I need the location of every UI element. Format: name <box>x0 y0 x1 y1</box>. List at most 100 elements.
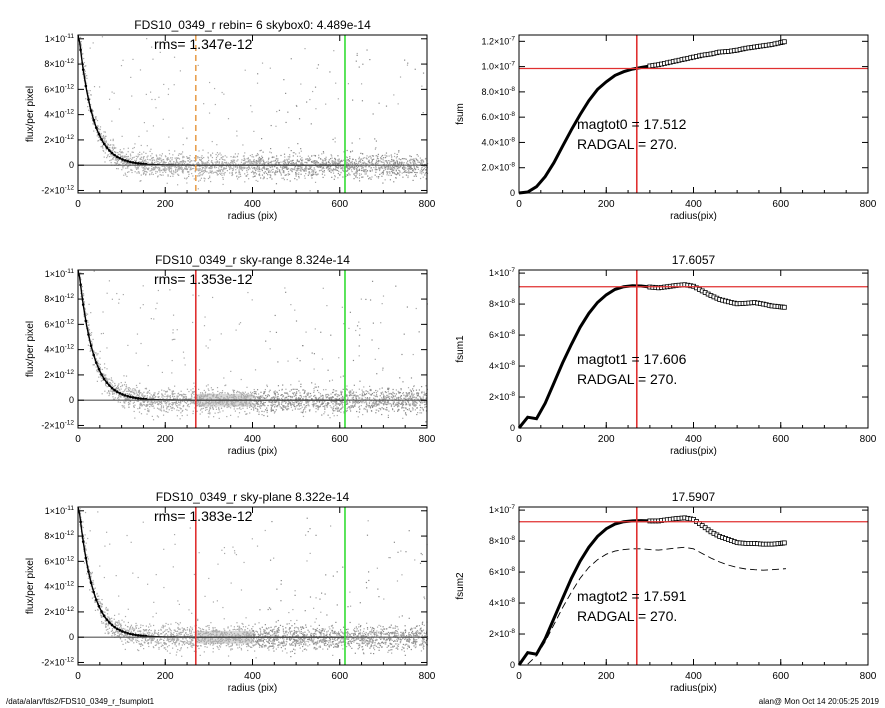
scatter-point <box>242 404 244 406</box>
scatter-point <box>363 395 365 397</box>
scatter-point <box>221 161 223 163</box>
scatter-point <box>121 385 123 387</box>
scatter-point <box>121 169 123 171</box>
scatter-point <box>146 156 148 158</box>
scatter-point <box>320 331 322 333</box>
scatter-point <box>167 93 169 96</box>
scatter-point <box>113 92 115 94</box>
scatter-point <box>261 168 263 170</box>
scatter-point <box>153 395 155 397</box>
scatter-point <box>411 393 413 395</box>
scatter-point <box>181 170 183 172</box>
scatter-point <box>393 161 395 163</box>
scatter-point <box>322 159 324 161</box>
scatter-point <box>258 162 261 165</box>
scatter-point <box>217 160 219 162</box>
scatter-point <box>391 165 394 167</box>
scatter-point <box>405 394 407 396</box>
scatter-point <box>271 171 274 173</box>
scatter-point <box>90 104 92 106</box>
scatter-point <box>305 169 307 171</box>
scatter-point <box>174 403 177 405</box>
scatter-point <box>230 166 232 168</box>
scatter-point <box>168 169 170 172</box>
scatter-point <box>280 166 282 168</box>
scatter-point <box>178 168 180 170</box>
scatter-point <box>134 159 136 161</box>
scatter-point <box>203 395 205 398</box>
scatter-point <box>309 157 311 159</box>
scatter-point <box>159 51 161 53</box>
scatter-point <box>300 383 302 385</box>
scatter-point <box>285 163 287 165</box>
scatter-point <box>314 171 317 174</box>
scatter-point <box>222 183 224 186</box>
scatter-point <box>146 396 148 398</box>
scatter-point <box>179 404 181 406</box>
scatter-point <box>319 393 322 395</box>
scatter-point <box>383 167 385 169</box>
scatter-point <box>338 394 341 397</box>
scatter-point <box>283 179 285 181</box>
scatter-point <box>395 404 397 406</box>
scatter-point <box>341 404 344 406</box>
scatter-point <box>214 402 216 404</box>
scatter-point <box>217 163 219 166</box>
scatter-point <box>200 408 203 410</box>
scatter-point <box>101 368 103 371</box>
scatter-point <box>117 401 119 403</box>
scatter-point <box>360 152 362 154</box>
scatter-point <box>313 170 315 172</box>
scatter-point <box>170 170 173 172</box>
scatter-point <box>385 105 388 107</box>
scatter-point <box>238 391 240 393</box>
scatter-point <box>425 394 427 397</box>
scatter-point <box>358 158 360 160</box>
scatter-point <box>304 161 306 163</box>
scatter-point <box>262 403 265 405</box>
scatter-point <box>248 166 250 168</box>
scatter-point <box>83 315 85 318</box>
scatter-point <box>139 161 141 163</box>
scatter-point <box>261 414 263 416</box>
scatter-point <box>348 391 350 393</box>
y-tick-mantissa: 1×10 <box>45 34 65 44</box>
scatter-point <box>83 314 85 316</box>
scatter-point <box>421 391 423 393</box>
scatter-point <box>178 158 181 160</box>
scatter-point <box>375 392 378 394</box>
scatter-point <box>188 175 190 178</box>
scatter-point <box>112 148 114 150</box>
scatter-point <box>335 165 337 168</box>
scatter-point <box>82 295 84 297</box>
scatter-point <box>217 390 219 393</box>
scatter-point <box>118 153 120 156</box>
scatter-point <box>224 159 226 161</box>
scatter-point <box>216 397 218 399</box>
scatter-point <box>239 407 241 409</box>
scatter-point <box>356 172 358 174</box>
scatter-point <box>98 86 101 88</box>
scatter-point <box>165 404 167 406</box>
scatter-point <box>162 161 165 163</box>
scatter-point <box>213 171 215 173</box>
scatter-point <box>425 410 428 412</box>
scatter-point <box>148 389 151 392</box>
scatter-point <box>359 408 361 411</box>
scatter-point <box>364 170 366 172</box>
scatter-point <box>289 180 291 182</box>
scatter-point <box>261 410 263 412</box>
scatter-point <box>209 339 211 341</box>
scatter-point <box>273 396 275 398</box>
scatter-point <box>178 162 181 164</box>
scatter-point <box>117 153 119 156</box>
scatter-point <box>346 394 348 396</box>
scatter-point <box>425 400 427 402</box>
scatter-point <box>84 65 86 67</box>
scatter-point <box>193 402 195 404</box>
scatter-point <box>173 398 175 400</box>
scatter-point <box>404 158 406 160</box>
scatter-point <box>218 407 220 409</box>
scatter-point <box>222 176 224 179</box>
scatter-point <box>182 155 184 157</box>
